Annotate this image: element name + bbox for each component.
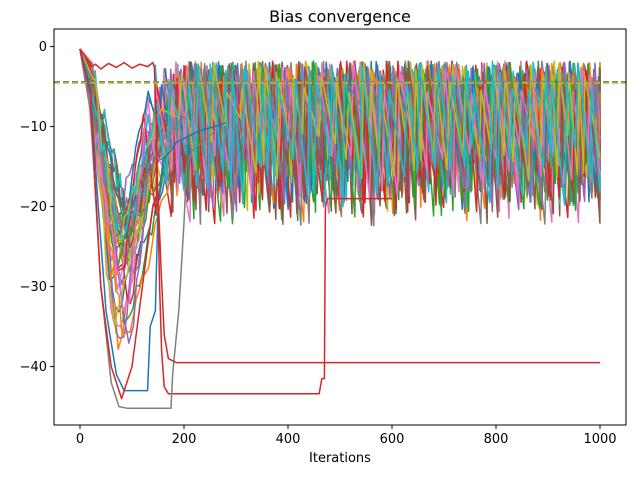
x-axis-label: Iterations bbox=[309, 451, 371, 466]
x-tick-label: 1000 bbox=[583, 432, 616, 447]
series-line bbox=[79, 48, 392, 395]
x-tick-label: 0 bbox=[76, 432, 84, 447]
series-line bbox=[79, 48, 226, 392]
series-line bbox=[79, 48, 601, 226]
x-axis-ticks: 0 200 400 600 800 1000 bbox=[76, 425, 617, 447]
series-line bbox=[79, 48, 601, 245]
x-tick-label: 400 bbox=[276, 432, 301, 447]
series-line bbox=[79, 48, 601, 239]
chart-title: Bias convergence bbox=[269, 7, 411, 26]
plot-frame bbox=[53, 28, 627, 426]
series-layer bbox=[79, 48, 601, 409]
series-line bbox=[79, 48, 600, 400]
x-tick-label: 600 bbox=[380, 432, 405, 447]
x-tick-label: 200 bbox=[172, 432, 197, 447]
series-line bbox=[79, 48, 601, 271]
y-tick-label: −10 bbox=[20, 120, 47, 135]
series-line bbox=[79, 48, 601, 249]
x-tick-label: 800 bbox=[484, 432, 509, 447]
y-tick-label: 0 bbox=[39, 40, 47, 55]
y-tick-label: −20 bbox=[20, 200, 47, 215]
reference-lines bbox=[54, 81, 626, 84]
y-tick-label: −40 bbox=[20, 360, 47, 375]
y-tick-label: −30 bbox=[20, 280, 47, 295]
y-axis-ticks: 0 −10 −20 −30 −40 bbox=[20, 40, 54, 375]
